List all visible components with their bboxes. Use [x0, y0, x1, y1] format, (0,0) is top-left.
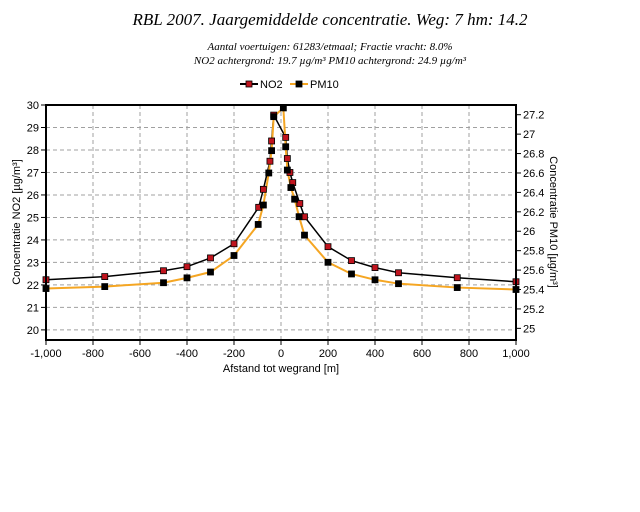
legend: NO2 PM10 — [240, 79, 339, 91]
data-point-no2 — [207, 254, 214, 262]
data-point-no2 — [183, 263, 191, 271]
y-tick-label: 30 — [27, 100, 39, 112]
data-point-no2 — [453, 274, 461, 282]
data-point-no2 — [266, 157, 274, 165]
data-point-no2 — [324, 243, 332, 251]
y-tick-label: 20 — [27, 325, 39, 337]
y2-tick-label: 26.2 — [523, 207, 544, 219]
y2-tick-label: 25.6 — [523, 265, 544, 277]
data-point-pm10 — [265, 169, 273, 177]
y-tick-label: 21 — [27, 302, 39, 314]
x-tick-label: 400 — [366, 348, 384, 360]
chart-subtitle-2: NO2 achtergrond: 19.7 µg/m³ PM10 achterg… — [193, 55, 467, 67]
data-point-no2 — [230, 240, 238, 248]
legend-marker-no2 — [245, 80, 253, 88]
data-point-pm10 — [453, 284, 461, 291]
data-point-pm10 — [270, 113, 278, 121]
y-tick-label: 24 — [27, 235, 39, 247]
y-tick-label: 25 — [27, 212, 39, 224]
x-tick-label: -1,000 — [30, 348, 61, 360]
x-tick-label: 600 — [413, 348, 431, 360]
axes: -1,000 -800 -600 -400 -200 0 200 400 600 800 1,000… — [27, 100, 545, 360]
chart-title: RBL 2007. Jaargemiddelde concentratie. W… — [132, 10, 528, 29]
data-point-pm10 — [230, 252, 238, 259]
data-point-pm10 — [348, 270, 355, 278]
y2-tick-label: 26.8 — [523, 149, 544, 161]
data-point-no2 — [395, 269, 402, 277]
y2-tick-label: 26.6 — [523, 168, 544, 180]
y2-tick-label: 25.8 — [523, 246, 544, 258]
y-tick-label: 26 — [27, 190, 39, 202]
data-point-pm10 — [207, 268, 214, 276]
data-point-pm10 — [183, 274, 191, 282]
y2-tick-label: 26.4 — [523, 187, 544, 199]
data-point-pm10 — [283, 166, 291, 174]
y2-tick-label: 25.4 — [523, 285, 544, 297]
data-point-no2 — [259, 185, 267, 193]
y-tick-label: 22 — [27, 280, 39, 292]
data-point-pm10 — [291, 195, 299, 203]
data-point-pm10 — [395, 280, 402, 288]
data-point-pm10 — [254, 221, 262, 228]
y2-tick-label: 27.2 — [523, 110, 544, 122]
series-line-pm10 — [45, 105, 517, 291]
legend-label-no2: NO2 — [260, 79, 283, 91]
chart-subtitle-1: Aantal voertuigen: 61283/etmaal; Fractie… — [207, 41, 453, 53]
data-point-no2 — [296, 200, 304, 207]
data-point-pm10 — [287, 184, 295, 191]
y2-tick-label: 27 — [523, 129, 535, 141]
y-axis-label: Concentratie NO2 [µg/m³] — [11, 159, 23, 285]
y-tick-label: 23 — [27, 257, 39, 269]
data-point-pm10 — [101, 283, 109, 290]
data-point-no2 — [282, 133, 290, 141]
data-point-pm10 — [259, 201, 267, 209]
x-tick-label: 800 — [460, 348, 478, 360]
x-axis-label: Afstand tot wegrand [m] — [223, 363, 339, 375]
y-tick-label: 29 — [27, 122, 39, 134]
x-tick-label: -200 — [223, 348, 245, 360]
y-tick-label: 27 — [27, 167, 39, 179]
x-tick-label: 1,000 — [502, 348, 530, 360]
x-tick-label: 0 — [278, 348, 284, 360]
data-point-pm10 — [324, 258, 332, 266]
data-point-no2 — [160, 267, 167, 275]
data-point-pm10 — [282, 143, 290, 151]
y2-tick-label: 25.2 — [523, 304, 544, 316]
y2-axis-label: Concentratie PM10 [µg/m³] — [547, 156, 559, 288]
x-tick-label: -800 — [82, 348, 104, 360]
y-tick-label: 28 — [27, 145, 39, 157]
data-point-no2 — [348, 257, 355, 265]
x-tick-label: -600 — [129, 348, 151, 360]
y2-tick-label: 25 — [523, 323, 535, 335]
data-point-pm10 — [301, 231, 308, 239]
x-tick-label: -400 — [176, 348, 198, 360]
data-point-no2 — [101, 273, 109, 280]
x-tick-label: 200 — [319, 348, 337, 360]
grid — [46, 105, 516, 340]
legend-label-pm10: PM10 — [310, 79, 339, 91]
data-point-no2 — [268, 137, 276, 145]
data-point-pm10 — [371, 276, 379, 284]
data-point-pm10 — [160, 279, 167, 287]
data-point-pm10 — [295, 213, 303, 221]
y2-tick-label: 26 — [523, 226, 535, 238]
data-point-pm10 — [268, 147, 276, 155]
legend-marker-pm10 — [295, 80, 303, 88]
data-point-no2 — [283, 155, 291, 162]
data-point-no2 — [371, 264, 379, 271]
